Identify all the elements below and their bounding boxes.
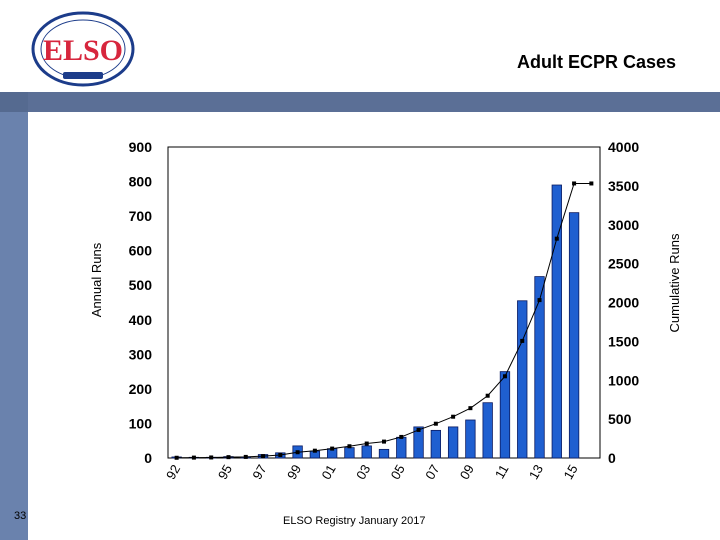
cumulative-point-09 <box>468 406 473 411</box>
bar-07 <box>430 429 441 459</box>
cumulative-point-00 <box>312 448 317 453</box>
y-tick-900: 900 <box>129 139 153 155</box>
y2-tick-2500: 2500 <box>608 256 639 272</box>
left-band <box>0 112 28 540</box>
cumulative-point-96 <box>243 454 248 459</box>
cumulative-point-03 <box>364 441 369 446</box>
x-tick-97: 97 <box>249 462 269 482</box>
x-tick-95: 95 <box>215 462 235 482</box>
x-tick-07: 07 <box>422 462 442 482</box>
slide-number: 33 <box>14 510 27 522</box>
cumulative-point-06 <box>416 427 421 432</box>
bar-08 <box>447 426 459 459</box>
cumulative-line <box>176 182 592 459</box>
y-tick-600: 600 <box>129 243 153 259</box>
bar-06 <box>413 426 424 459</box>
y-tick-400: 400 <box>129 312 153 328</box>
y-tick-700: 700 <box>129 208 153 224</box>
bar-10 <box>482 402 493 459</box>
bar-03 <box>361 445 372 459</box>
x-tick-03: 03 <box>353 462 373 482</box>
y2-tick-500: 500 <box>608 411 632 427</box>
cumulative-point-95 <box>226 455 231 460</box>
cumulative-point-16 <box>589 181 594 186</box>
cumulative-point-11 <box>502 374 507 379</box>
header-band-corner <box>0 92 28 112</box>
cumulative-point-08 <box>451 414 456 419</box>
cumulative-point-01 <box>330 446 335 451</box>
y-tick-0: 0 <box>144 450 152 466</box>
cumulative-point-98 <box>278 452 283 457</box>
cumulative-point-13 <box>537 298 542 303</box>
bar-15 <box>568 212 580 459</box>
y2-tick-4000: 4000 <box>608 139 639 155</box>
y2-tick-2000: 2000 <box>608 295 639 311</box>
cumulative-point-04 <box>382 439 386 444</box>
x-tick-13: 13 <box>526 462 546 482</box>
x-tick-01: 01 <box>319 462 339 482</box>
cumulative-point-14 <box>554 236 559 241</box>
y2-tick-0: 0 <box>608 450 616 466</box>
x-tick-05: 05 <box>388 462 408 482</box>
bar-11 <box>499 371 511 459</box>
cumulative-point-12 <box>520 338 525 343</box>
cumulative-point-99 <box>295 450 300 455</box>
cumulative-point-02 <box>347 444 352 449</box>
y2-tick-3500: 3500 <box>608 178 639 194</box>
y-tick-100: 100 <box>129 415 153 431</box>
bar-09 <box>465 419 476 459</box>
bar-05 <box>396 436 407 459</box>
elso-logo: ELSO <box>31 11 135 87</box>
y2-tick-1000: 1000 <box>608 372 639 388</box>
bar-02 <box>344 447 355 459</box>
y-tick-200: 200 <box>129 381 153 397</box>
bar-13 <box>534 276 545 459</box>
x-tick-15: 15 <box>560 462 580 482</box>
x-tick-09: 09 <box>457 462 477 482</box>
slide-title: Adult ECPR Cases <box>516 52 676 72</box>
cumulative-point-97 <box>261 454 266 459</box>
y-tick-300: 300 <box>129 346 153 362</box>
y2-tick-1500: 1500 <box>608 333 639 349</box>
cumulative-point-07 <box>433 421 438 426</box>
y-tick-500: 500 <box>129 277 153 293</box>
cumulative-point-10 <box>485 393 490 398</box>
y-tick-800: 800 <box>129 174 153 190</box>
bar-14 <box>551 184 562 459</box>
cumulative-point-15 <box>572 181 577 186</box>
logo-text: ELSO <box>43 34 123 67</box>
y2-axis-label: Cumulative Runs <box>667 233 682 332</box>
x-tick-11: 11 <box>492 462 512 481</box>
header-band <box>0 92 720 112</box>
bar-12 <box>517 300 528 459</box>
x-tick-92: 92 <box>163 462 183 482</box>
cumulative-point-05 <box>399 434 404 439</box>
cumulative-point-93 <box>191 455 196 460</box>
y-axis-label: Annual Runs <box>89 242 104 317</box>
x-tick-99: 99 <box>284 462 304 482</box>
cumulative-point-94 <box>209 455 214 460</box>
bar-04 <box>378 448 390 459</box>
footer-text: ELSO Registry January 2017 <box>283 515 426 527</box>
cumulative-point-92 <box>174 455 179 460</box>
y2-tick-3000: 3000 <box>608 217 639 233</box>
